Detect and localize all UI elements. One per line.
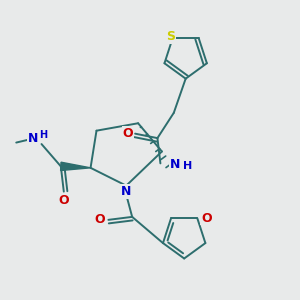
Text: H: H bbox=[39, 130, 47, 140]
Text: S: S bbox=[167, 30, 176, 44]
Text: H: H bbox=[182, 161, 192, 171]
Text: O: O bbox=[94, 213, 105, 226]
Polygon shape bbox=[61, 162, 91, 170]
Text: O: O bbox=[58, 194, 69, 207]
Text: N: N bbox=[121, 185, 131, 198]
Text: N: N bbox=[27, 132, 38, 145]
Text: O: O bbox=[201, 212, 211, 225]
Text: N: N bbox=[169, 158, 180, 171]
Text: O: O bbox=[122, 127, 133, 140]
